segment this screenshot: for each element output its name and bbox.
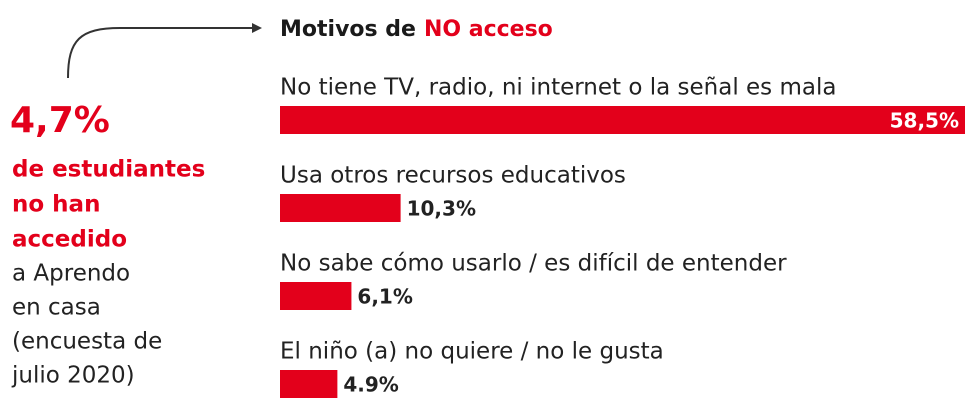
category-label: No sabe cómo usarlo / es difícil de ente… bbox=[280, 251, 787, 277]
arrow bbox=[67, 27, 252, 79]
annotation-line: en casa bbox=[12, 295, 101, 321]
annotation-highlight: de estudiantes bbox=[12, 157, 205, 183]
annotation-line: (encuesta de bbox=[12, 329, 162, 355]
value-label: 58,5% bbox=[890, 109, 959, 133]
arrow-head bbox=[252, 23, 262, 33]
annotation-line: a Aprendo bbox=[12, 261, 130, 287]
title: Motivos de bbox=[280, 17, 416, 42]
annotation-highlight: accedido bbox=[12, 227, 127, 253]
annotation-line: julio 2020) bbox=[11, 363, 135, 389]
title-highlight: NO acceso bbox=[424, 17, 553, 42]
bar bbox=[280, 194, 401, 222]
bar bbox=[280, 282, 352, 310]
value-label: 6,1% bbox=[357, 285, 412, 309]
annotation-value: 4,7% bbox=[10, 100, 110, 141]
bar bbox=[280, 370, 338, 398]
bar bbox=[280, 106, 965, 134]
category-label: No tiene TV, radio, ni internet o la señ… bbox=[280, 75, 836, 101]
category-label: Usa otros recursos educativos bbox=[280, 163, 626, 189]
annotation-highlight: no han bbox=[12, 192, 100, 218]
category-label: El niño (a) no quiere / no le gusta bbox=[280, 339, 664, 365]
value-label: 10,3% bbox=[407, 197, 476, 221]
value-label: 4.9% bbox=[343, 373, 398, 397]
chart-title: Motivos de NO acceso bbox=[280, 17, 553, 42]
